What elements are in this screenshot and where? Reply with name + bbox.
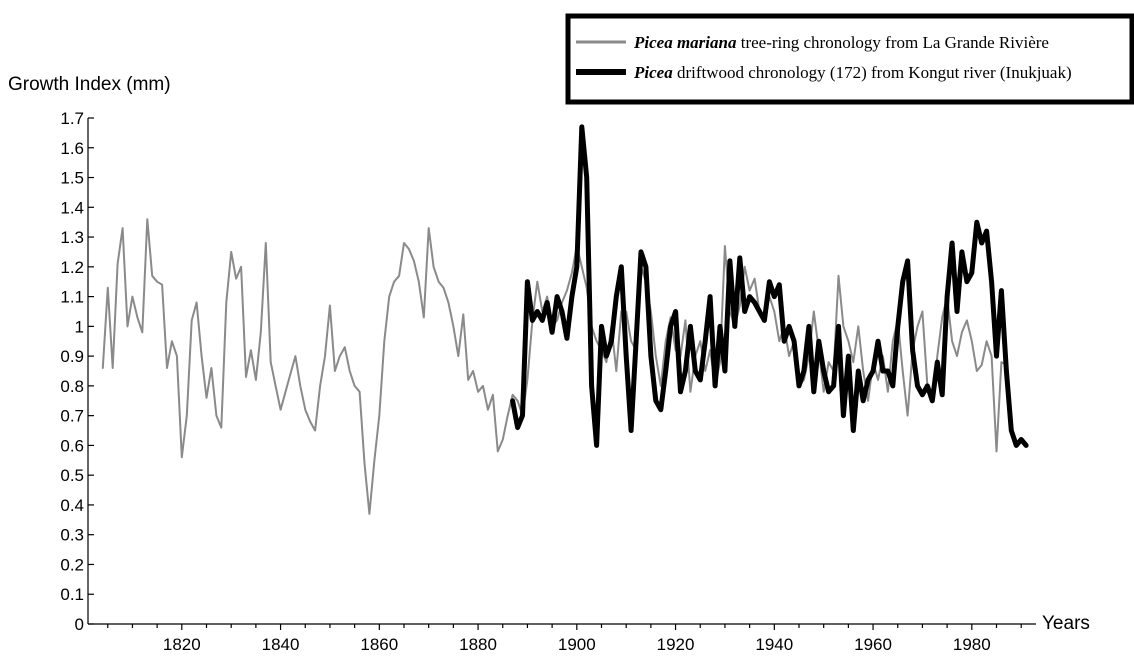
x-tick-label: 1940 [755,635,793,654]
y-tick-label: 1 [75,317,84,336]
y-tick-label: 0.8 [60,377,84,396]
x-tick-label: 1860 [360,635,398,654]
y-tick-label: 0.9 [60,347,84,366]
series-line-picea-mariana [101,218,1008,515]
y-tick-label: 1.4 [60,198,84,217]
x-tick-label: 1880 [459,635,497,654]
plot-area [101,124,1029,515]
y-tick-label: 0.7 [60,407,84,426]
x-tick-label: 1960 [854,635,892,654]
y-tick-label: 1.2 [60,258,84,277]
legend-species-picea-mariana: Picea mariana [633,33,737,52]
y-tick-label: 0.6 [60,436,84,455]
y-axis-label: Growth Index (mm) [8,74,171,95]
legend: Picea mariana tree-ring chronology from … [565,13,1134,105]
legend-label-picea-mariana-text: tree-ring chronology from La Grande Rivi… [741,33,1049,52]
x-tick-label: 1980 [953,635,991,654]
y-tick-label: 1.7 [60,109,84,128]
y-tick-label: 0 [75,615,84,634]
y-tick-label: 0.4 [60,496,84,515]
x-tick-label: 1900 [558,635,596,654]
legend-species-picea: Picea [633,63,673,82]
y-tick-label: 0.1 [60,585,84,604]
x-tick-label: 1840 [262,635,300,654]
x-tick-label: 1820 [163,635,201,654]
y-tick-label: 0.5 [60,466,84,485]
series-line-picea-driftwood [510,124,1029,448]
legend-entry-picea-driftwood: Picea driftwood chronology (172) from Ko… [633,63,1072,82]
y-tick-label: 1.1 [60,288,84,307]
legend-entry-picea-mariana: Picea mariana tree-ring chronology from … [633,33,1049,52]
y-tick-label: 1.3 [60,228,84,247]
y-tick-label: 1.5 [60,169,84,188]
x-tick-label: 1920 [657,635,695,654]
y-tick-label: 0.2 [60,555,84,574]
x-axis-label: Years [1042,613,1090,634]
y-tick-label: 0.3 [60,526,84,545]
y-tick-label: 1.6 [60,139,84,158]
legend-box [565,13,1134,105]
legend-label-picea-driftwood-text: driftwood chronology (172) from Kongut r… [677,63,1072,82]
axes: 0 0.1 0.2 0.3 0.4 0.5 0.6 0.7 0.8 0.9 1 1.1 1.2 1.3 1.… [60,109,1036,654]
